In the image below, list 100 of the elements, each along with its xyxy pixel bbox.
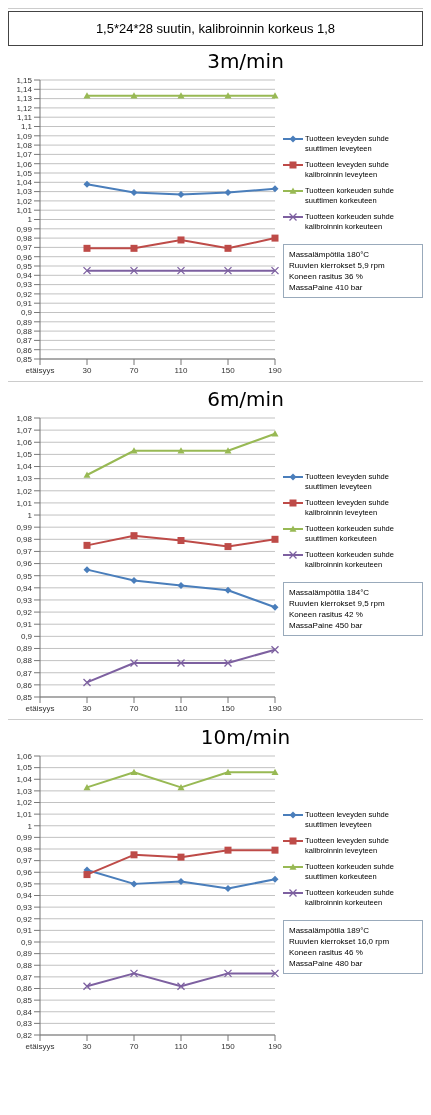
y-tick-label: 1,02 [16, 486, 33, 496]
point [130, 577, 138, 585]
y-tick-label: 1,04 [16, 775, 33, 785]
y-tick-label: 1,08 [16, 413, 33, 423]
y-tick-label: 1,1 [20, 122, 33, 132]
y-tick-label: 0,83 [16, 1019, 33, 1029]
point [176, 266, 186, 275]
y-tick-label: 1 [27, 215, 33, 225]
point [83, 471, 91, 478]
y-tick-label: 0,87 [16, 336, 33, 346]
point [270, 645, 280, 654]
point [83, 92, 91, 99]
x-tick-label: 190 [268, 703, 283, 713]
point [270, 266, 280, 275]
point [271, 603, 279, 611]
point [129, 969, 139, 978]
y-tick-label: 0,82 [16, 1030, 33, 1040]
point [224, 885, 232, 893]
x-tick-label: 150 [221, 365, 236, 375]
y-tick-label: 1 [27, 821, 33, 831]
text: MassaPaine 480 bar [289, 958, 364, 969]
y-tick-label: 0,97 [16, 243, 33, 253]
point [177, 783, 185, 791]
point [271, 768, 279, 776]
y-tick-label: 1,05 [16, 450, 33, 460]
point [130, 189, 138, 197]
y-tick-label: 1,13 [16, 94, 33, 104]
y-tick-label: 0,99 [16, 833, 33, 843]
y-tick-label: 1,06 [16, 751, 33, 761]
text: MassaPaine 450 bar [289, 620, 364, 631]
y-tick-label: 0,91 [16, 926, 33, 936]
y-tick-label: 0,96 [16, 559, 33, 569]
y-tick-label: 0,9 [20, 937, 33, 947]
text: Koneen rasitus 42 % [289, 609, 364, 620]
y-tick-label: 1,07 [16, 150, 33, 160]
y-tick-label: 1,03 [16, 474, 33, 484]
y-tick-label: 0,86 [16, 680, 33, 690]
point [224, 586, 232, 594]
x-tick-label: 110 [174, 365, 188, 375]
y-tick-label: 0,87 [16, 972, 33, 982]
y-tick-label: 0,94 [16, 891, 33, 901]
point [176, 658, 186, 668]
point [224, 189, 232, 197]
point [83, 180, 91, 188]
point [177, 447, 185, 454]
y-tick-label: 0,96 [16, 868, 33, 878]
text: Massalämpötila 180°C [289, 249, 371, 260]
text: Massalämpötila 189°C [289, 925, 371, 936]
text: MassaPaine 410 bar [289, 282, 364, 293]
text: Koneen rasitus 36 % [289, 271, 364, 282]
x-tick-label: etäisyys [25, 365, 55, 375]
y-tick-label: 0,97 [16, 856, 33, 866]
point [177, 537, 185, 545]
y-tick-label: 0,99 [16, 224, 33, 234]
chart-title: 6m/min [206, 386, 285, 412]
point [270, 969, 280, 978]
point [129, 658, 139, 668]
point [176, 982, 186, 991]
y-tick-label: 0,86 [16, 984, 33, 994]
y-tick-label: 1,01 [16, 206, 33, 216]
y-tick-label: 0,92 [16, 289, 33, 299]
y-tick-label: 0,85 [16, 995, 33, 1005]
text: Koneen rasitus 46 % [289, 947, 364, 958]
y-tick-label: 0,88 [16, 961, 33, 971]
text: Massalämpötila 184°C [289, 587, 371, 598]
point [271, 846, 279, 854]
y-tick-label: 0,95 [16, 879, 33, 889]
point [224, 92, 232, 99]
y-tick-label: 0,93 [16, 902, 33, 912]
y-tick-label: 0,95 [16, 261, 33, 271]
point [82, 678, 92, 687]
y-tick-label: 0,85 [16, 354, 33, 364]
x-tick-label: 150 [221, 703, 236, 713]
y-tick-label: 1,11 [17, 113, 33, 123]
y-tick-label: 0,84 [16, 1007, 33, 1017]
point [224, 846, 232, 854]
point [177, 236, 185, 244]
y-tick-label: 0,89 [16, 317, 33, 327]
point [130, 92, 138, 99]
point [130, 768, 138, 776]
y-tick-label: 0,94 [16, 271, 33, 281]
x-tick-label: 70 [129, 1041, 139, 1051]
y-tick-label: 0,97 [16, 547, 33, 557]
y-tick-label: 1,14 [16, 85, 33, 95]
x-tick-label: 30 [82, 1041, 92, 1051]
point [83, 541, 91, 549]
y-tick-label: 0,89 [16, 644, 33, 654]
point [129, 266, 139, 275]
text: Ruuvien kierrokset 16,0 rpm [289, 936, 391, 947]
x-tick-label: etäisyys [25, 703, 55, 713]
point [130, 244, 138, 252]
x-tick-label: 70 [129, 365, 139, 375]
y-tick-label: 1,02 [16, 196, 33, 206]
point [224, 768, 232, 776]
y-tick-label: 1,07 [16, 425, 33, 435]
point [177, 190, 185, 198]
x-tick-label: 30 [82, 703, 92, 713]
y-tick-label: 0,98 [16, 535, 33, 545]
y-tick-label: 1,04 [16, 462, 33, 472]
y-tick-label: 1,06 [16, 438, 33, 448]
